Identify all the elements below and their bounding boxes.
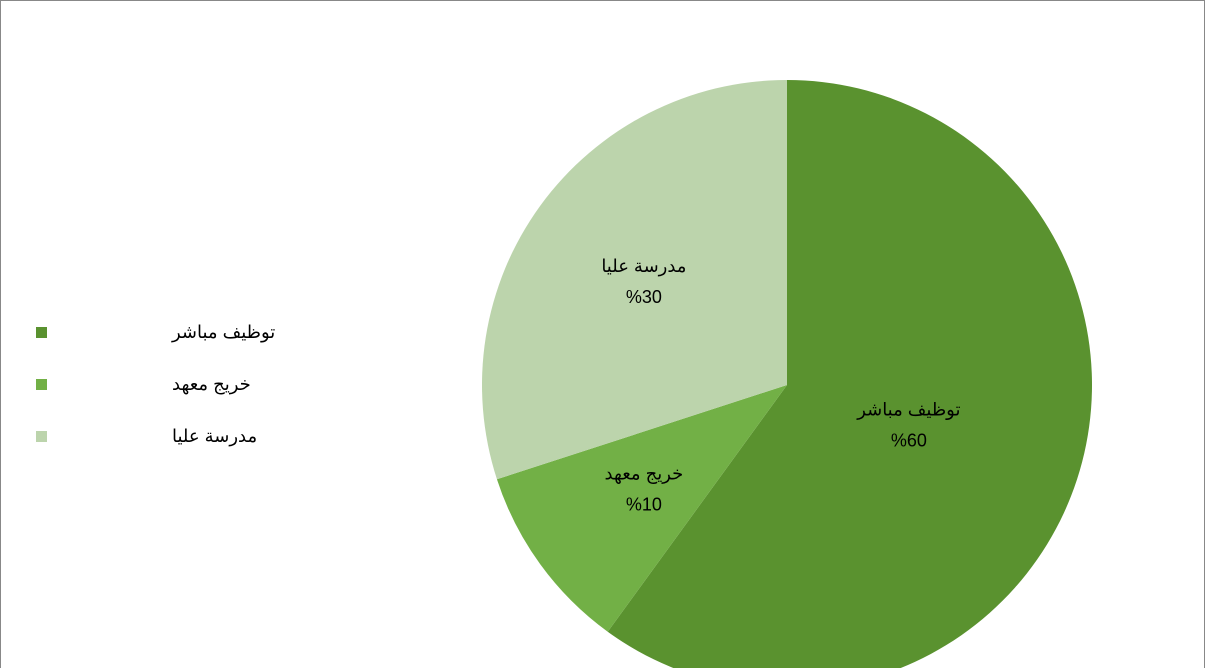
pie-slice <box>482 80 787 480</box>
slice-label: توظيف مباشر <box>856 399 960 420</box>
slice-label: مدرسة عليا <box>601 256 686 276</box>
legend-swatch <box>36 379 47 390</box>
slice-value-label: %10 <box>626 495 662 515</box>
legend-label: خريج معهد <box>172 374 251 395</box>
pie-slice <box>496 385 787 632</box>
legend-label: مدرسة عليا <box>172 426 257 446</box>
pie-slice <box>607 80 1092 668</box>
slice-value-label: %30 <box>626 287 662 307</box>
slice-label: خريج معهد <box>605 464 684 485</box>
slice-value-label: %60 <box>891 430 927 450</box>
legend-swatch <box>36 327 47 338</box>
legend-label: توظيف مباشر <box>171 322 275 343</box>
legend-swatch <box>36 431 47 442</box>
